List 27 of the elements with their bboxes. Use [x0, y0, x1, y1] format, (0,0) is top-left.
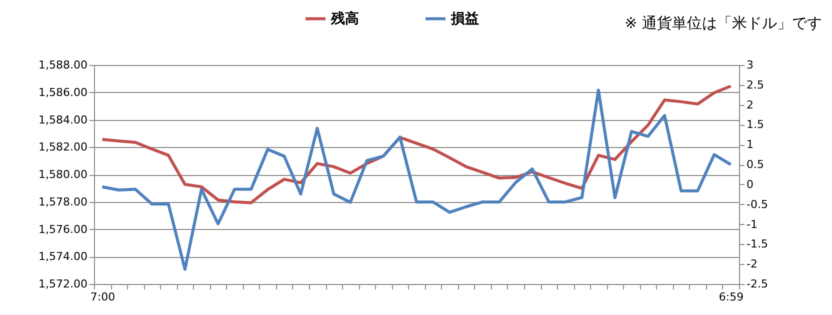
- y2-tick-label: 2.5: [746, 78, 764, 92]
- y2-tick-label: 1: [746, 138, 754, 152]
- y-tick-label: 1,584.00: [38, 113, 88, 126]
- x-tick-label: 7:00: [90, 290, 116, 304]
- y2-tick-label: 3: [746, 58, 754, 72]
- y-tick-label: 1,588.00: [38, 58, 88, 72]
- y2-tick-label: -2: [746, 258, 758, 271]
- y2-tick-label: -2.5: [746, 278, 768, 290]
- y2-tick-label: -0.5: [746, 198, 768, 211]
- text: ※ 通貨単位は「米ドル」です: [624, 14, 822, 32]
- y-tick-label: 1,574.00: [38, 250, 88, 264]
- legend-label: 残高: [330, 10, 359, 27]
- y-tick-label: 1,578.00: [38, 195, 88, 208]
- y-tick-label: 1,582.00: [38, 140, 88, 154]
- legend-label: 損益: [450, 10, 479, 27]
- y-tick-label: 1,572.00: [38, 278, 88, 290]
- y2-tick-label: 0.5: [746, 158, 764, 172]
- y-tick-label: 1,586.00: [38, 86, 88, 99]
- y-tick-label: 1,576.00: [38, 222, 88, 236]
- y2-tick-label: 0: [746, 178, 754, 191]
- y2-tick-label: 2: [746, 98, 754, 112]
- y2-tick-label: 1.5: [746, 118, 764, 132]
- y-tick-label: 1,580.00: [38, 168, 88, 181]
- x-tick-label: 6:59: [718, 290, 744, 304]
- line-series: [100, 88, 732, 271]
- y2-tick-label: -1: [746, 218, 758, 231]
- y2-tick-label: -1.5: [746, 238, 768, 251]
